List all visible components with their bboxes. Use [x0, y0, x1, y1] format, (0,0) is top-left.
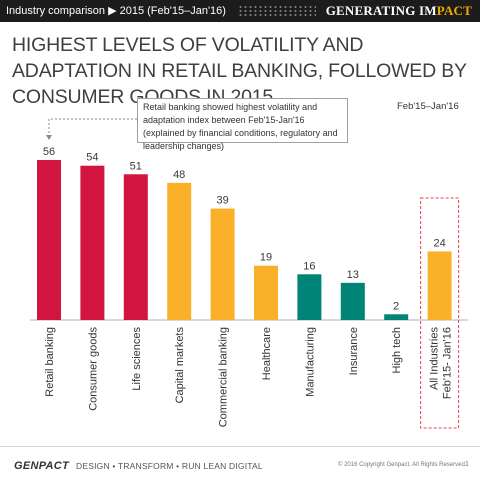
category-label: Life sciences [131, 327, 143, 391]
category-label: Commercial banking [218, 327, 230, 427]
highlight-box [420, 197, 460, 429]
category-label-line: Commercial banking [218, 327, 230, 427]
brand-text: GENERATING IM [325, 3, 437, 18]
bar [210, 208, 235, 320]
bar [123, 174, 148, 320]
data-label: 19 [260, 252, 272, 264]
category-label: High tech [391, 327, 403, 373]
category-label: Healthcare [261, 327, 273, 380]
data-label: 39 [216, 195, 228, 207]
bar [80, 165, 105, 320]
tagline: DESIGN • TRANSFORM • RUN LEAN DIGITAL [76, 461, 263, 471]
category-label-line: Capital markets [174, 327, 186, 404]
dot-pattern-decoration [238, 5, 316, 17]
header-bar: Industry comparison ▶ 2015 (Feb'15–Jan'1… [0, 0, 480, 22]
category-label: Consumer goods [87, 327, 99, 411]
brand-logo: GENERATING IMPACT [326, 3, 472, 19]
category-label-line: Consumer goods [87, 327, 99, 411]
bar [297, 274, 322, 320]
category-label-line: Life sciences [131, 327, 143, 391]
bar [167, 182, 192, 320]
bar-chart: 56 Retail banking 54 Consumer goods 51 Life s… [30, 118, 468, 429]
category-label-line: All Industries [429, 327, 441, 390]
category-label: Insurance [348, 327, 360, 375]
callout-connector [48, 118, 137, 136]
category-label: Manufacturing [304, 327, 316, 397]
category-label-line: High tech [391, 327, 403, 373]
category-label-line: Manufacturing [304, 327, 316, 397]
breadcrumb: Industry comparison ▶ 2015 (Feb'15–Jan'1… [6, 5, 226, 17]
category-label-line: Feb'15- Jan'16 [442, 327, 454, 399]
category-label-line: Retail banking [44, 327, 56, 397]
category-label: Retail banking [44, 327, 56, 397]
page-number: 1 [465, 461, 469, 468]
brand-text-highlight: PACT [436, 3, 472, 18]
data-label: 13 [347, 269, 359, 281]
data-label: 2 [393, 300, 399, 312]
connector-arrow [46, 135, 52, 140]
category-label-line: Insurance [348, 327, 360, 375]
data-label: 16 [303, 260, 315, 272]
genpact-logo: GENPACT [14, 460, 70, 472]
data-label: 51 [130, 160, 142, 172]
bar [37, 160, 61, 320]
callout-box: Retail banking showed highest volatility… [137, 98, 348, 151]
footer: GENPACT DESIGN • TRANSFORM • RUN LEAN DI… [0, 446, 480, 481]
period-label: Feb'15–Jan'16 [397, 101, 459, 112]
bar [254, 265, 278, 320]
data-label: 48 [173, 169, 185, 181]
data-label: 54 [86, 152, 98, 164]
category-label-line: Healthcare [261, 327, 273, 380]
category-label: Capital markets [174, 327, 186, 404]
category-label: All IndustriesFeb'15- Jan'16 [429, 327, 454, 400]
copyright-text: © 2016 Copyright Genpact. All Rights Res… [338, 462, 467, 468]
data-label: 24 [433, 237, 445, 249]
bar [427, 251, 452, 320]
bar [340, 282, 365, 320]
data-label: 56 [43, 146, 55, 158]
bar [384, 314, 409, 320]
